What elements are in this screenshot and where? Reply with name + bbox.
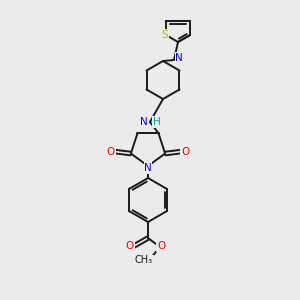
Text: S: S	[162, 30, 168, 40]
Text: N: N	[140, 117, 148, 127]
Text: H: H	[153, 117, 161, 127]
Text: N: N	[144, 163, 152, 173]
Text: O: O	[157, 241, 165, 251]
Text: CH₃: CH₃	[135, 255, 153, 265]
Text: N: N	[175, 53, 183, 63]
Text: O: O	[107, 147, 115, 157]
Text: O: O	[181, 147, 189, 157]
Text: O: O	[126, 241, 134, 251]
